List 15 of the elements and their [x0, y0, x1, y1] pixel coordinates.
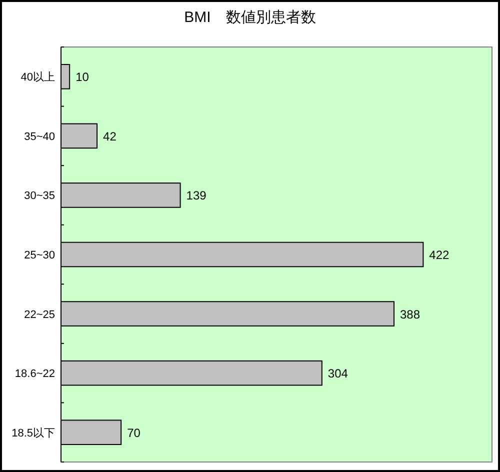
- y-tick-label: 30~35: [24, 190, 55, 202]
- y-tick-label: 35~40: [24, 130, 55, 143]
- y-tick-label: 40以上: [20, 70, 55, 84]
- data-label: 304: [328, 366, 348, 381]
- y-tick-label: 25~30: [24, 250, 55, 262]
- data-label: 42: [103, 129, 117, 144]
- data-label: 388: [400, 307, 420, 322]
- data-label: 422: [429, 248, 450, 262]
- y-tick-label: 18.6~22: [14, 368, 55, 380]
- y-tick-label: 18.5以下: [12, 426, 55, 440]
- data-label: 70: [127, 426, 141, 440]
- y-tick-label: 22~25: [24, 308, 55, 321]
- data-label: 10: [76, 70, 90, 84]
- data-label: 139: [186, 188, 207, 203]
- chart-title: BMI 数値別患者数: [184, 9, 316, 26]
